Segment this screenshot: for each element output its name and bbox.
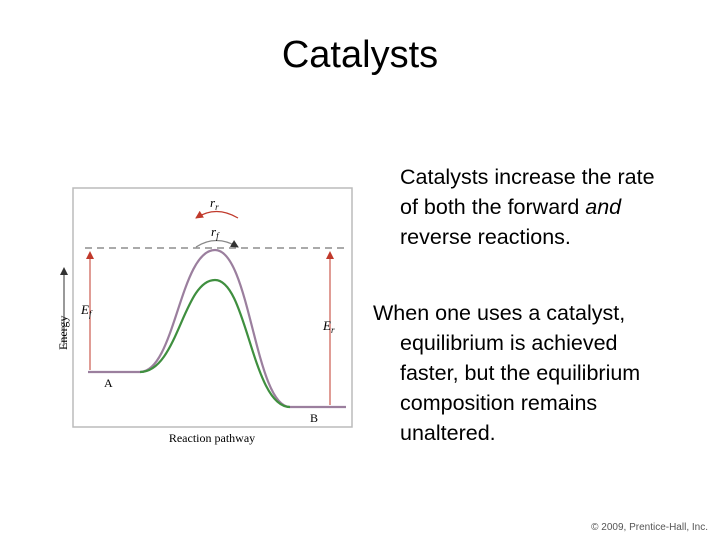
product-label: B: [310, 411, 318, 425]
copyright: © 2009, Prentice-Hall, Inc.: [591, 522, 708, 533]
rate-forward-label: rf: [211, 224, 220, 241]
text: Catalysts increase the rate of both the …: [400, 165, 655, 219]
paragraph: When one uses a catalyst, equilibrium is…: [373, 298, 675, 448]
paragraph: Catalysts increase the rate of both the …: [400, 162, 670, 252]
catalyzed-curve: [139, 278, 291, 409]
text: When one uses a catalyst, equilibrium is…: [373, 301, 641, 445]
reactant-label: A: [104, 376, 113, 390]
slide-title: Catalysts: [281, 34, 439, 76]
forward-arrow: [195, 239, 239, 248]
text-italic: and: [585, 195, 622, 219]
ef-label: Ef: [80, 302, 93, 319]
x-axis-label: Reaction pathway: [169, 431, 255, 445]
er-label: Er: [322, 318, 335, 335]
rate-reverse-label: rr: [210, 195, 219, 212]
y-axis-label: Energy: [56, 316, 70, 350]
diagram-frame: [72, 187, 353, 428]
reverse-arrow: [195, 210, 239, 219]
text: reverse reactions.: [400, 225, 571, 249]
uncatalyzed-curve: [88, 248, 346, 409]
